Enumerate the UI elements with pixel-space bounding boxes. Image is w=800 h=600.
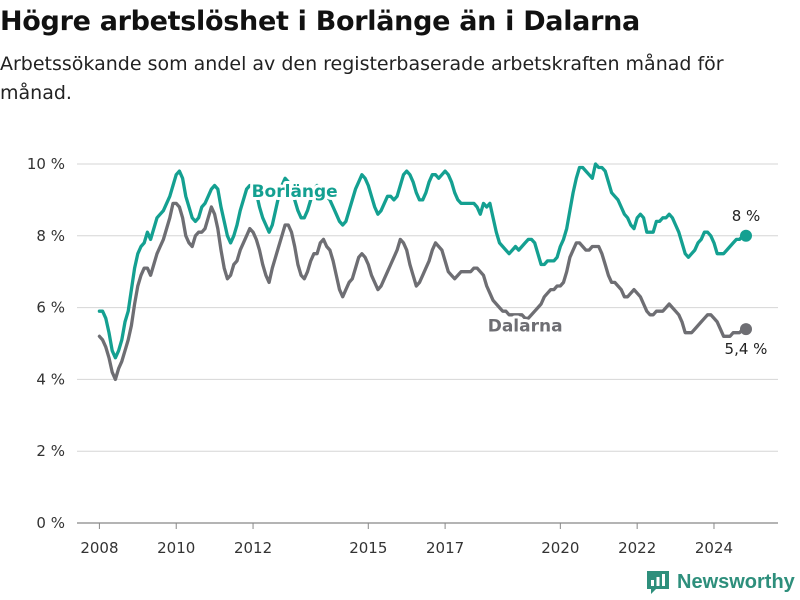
series-name-label-dalarna: Dalarna — [488, 316, 563, 336]
gridlines — [77, 163, 778, 524]
x-tick-label: 2017 — [426, 539, 464, 557]
newsworthy-logo: Newsworthy — [645, 568, 795, 596]
y-tick-label: 6 % — [36, 299, 65, 317]
y-tick-label: 8 % — [36, 227, 65, 245]
y-tick-label: 10 % — [27, 155, 65, 173]
y-tick-label: 2 % — [36, 442, 65, 460]
series-end-marker-borlnge — [739, 229, 752, 242]
chart-subtitle: Arbetssökande som andel av den registerb… — [0, 53, 724, 104]
series-end-marker-dalarna — [739, 323, 752, 336]
end-value-label-dalarna: 5,4 % — [725, 340, 768, 358]
y-tick-label: 4 % — [36, 370, 65, 388]
chart-title: Högre arbetslöshet i Borlänge än i Dalar… — [0, 6, 640, 37]
series-labels: 8 % Borlänge 5,4 % Dalarna — [249, 179, 768, 358]
brand-name: Newsworthy — [677, 570, 795, 593]
series-line-dalarna — [97, 201, 748, 382]
x-tick-label: 2015 — [349, 539, 387, 557]
x-tick-label: 2010 — [157, 539, 195, 557]
x-axis-ticks: 2008 2010 2012 2015 2017 2020 2022 2024 — [80, 523, 733, 557]
x-tick-label: 2008 — [80, 539, 118, 557]
bar-chart-icon — [647, 571, 669, 594]
y-axis-ticks: 0 % 2 % 4 % 6 % 8 % 10 % — [27, 155, 65, 532]
series-line-borlnge — [97, 162, 748, 360]
x-tick-label: 2022 — [618, 539, 656, 557]
series-name-label-borlnge: Borlänge — [252, 182, 338, 202]
x-tick-label: 2012 — [234, 539, 272, 557]
end-value-label-borlnge: 8 % — [732, 207, 761, 225]
x-tick-label: 2024 — [695, 539, 733, 557]
x-tick-label: 2020 — [541, 539, 579, 557]
y-tick-label: 0 % — [36, 514, 65, 532]
series-lines — [97, 162, 752, 382]
